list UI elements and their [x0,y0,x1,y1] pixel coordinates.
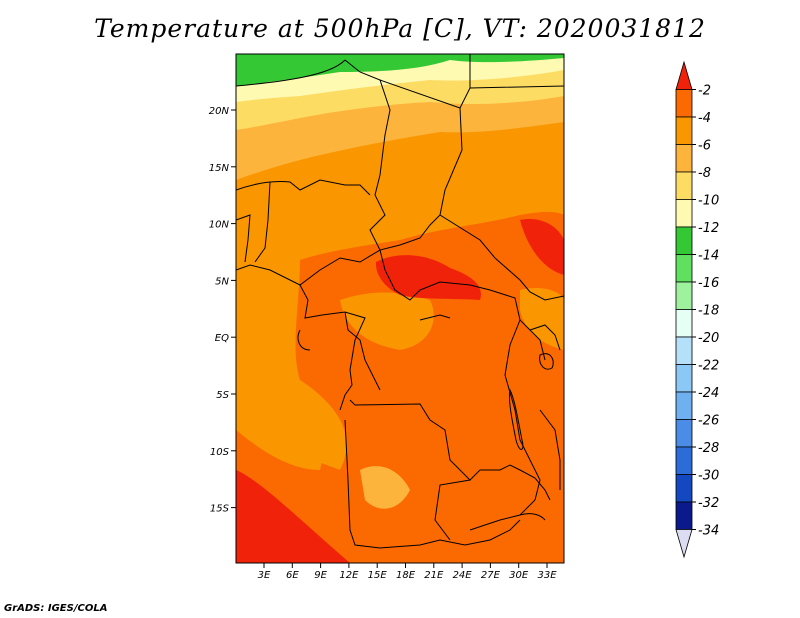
colorbar-label: -22 [698,359,719,374]
lakes [509,353,554,521]
latitude-axis: 20N 15N 10N 5N EQ 5S 10S 15S [209,106,236,515]
lat-label: 5N [215,276,229,287]
colorbar-segment [675,391,693,420]
colorbar-segment [675,446,693,475]
colorbar-segment [675,281,693,310]
map-title: Temperature at 500hPa [C], VT: 202003181… [94,14,706,43]
colorbar-label: -28 [698,441,719,456]
colorbar-label: -30 [698,469,719,484]
colorbar-label: -8 [698,166,711,181]
colorbar-segment [675,419,693,448]
field-6-patch-east [520,288,564,350]
colorbar-segment [675,199,693,228]
colorbar-label: -12 [698,221,719,236]
lon-label: 9E [314,570,327,581]
colorbar-segment [675,309,693,338]
field-6-patch-west [340,292,434,350]
lat-label: 10N [209,220,230,231]
lat-label: 10S [210,447,230,458]
lon-label: 27E [481,570,501,581]
colorbar-label: -26 [698,414,719,429]
lat-label: 5S [216,390,229,401]
colorbar: -2 -4 -6 -8 -10 -12 -14 -16 -18 -20 -22 -24 -26 -28 -3… [675,60,719,559]
colorbar-label: -16 [698,276,719,291]
colorbar-segment [675,336,693,365]
lon-label: 30E [509,570,529,581]
lon-label: 12E [339,570,359,581]
lat-label: 15N [209,163,230,174]
colorbar-label: -2 [698,84,711,99]
field-4-region [236,211,564,563]
colorbar-segment [675,501,693,530]
colorbar-segment [675,144,693,173]
colorbar-segment [675,116,693,145]
colorbar-label: -6 [698,139,711,154]
temperature-field [236,54,564,563]
colorbar-segment [675,529,693,559]
colorbar-label: -18 [698,304,719,319]
colorbar-segment [675,60,693,90]
lon-label: 3E [258,570,271,581]
map-frame [235,53,565,564]
colorbar-segment [675,171,693,200]
colorbar-label: -34 [698,524,719,539]
colorbar-segment [675,254,693,283]
longitude-axis: 3E 6E 9E 12E 15E 18E 21E 24E 27E 30E 33E [258,563,557,581]
lat-label: EQ [215,333,229,344]
field-6-patch-coast [236,300,324,470]
lon-label: 21E [424,570,444,581]
colorbar-label: -20 [698,331,719,346]
lat-label: 15S [210,504,230,515]
lon-label: 15E [368,570,388,581]
lat-label: 20N [209,106,230,117]
lon-label: 24E [453,570,473,581]
field-8-patch-south [360,466,410,509]
lon-label: 33E [537,570,557,581]
colorbar-label: -4 [698,111,711,126]
colorbar-label: -10 [698,194,719,209]
colorbar-label: -32 [698,496,719,511]
colorbar-segment [675,226,693,255]
lon-label: 18E [396,570,416,581]
colorbar-segment [675,364,693,393]
country-borders [236,54,564,549]
colorbar-label: -14 [698,249,719,264]
field-2-patch-east [520,219,564,275]
lon-label: 6E [286,570,299,581]
field-2-patch-central [375,255,481,300]
colorbar-label: -24 [698,386,719,401]
grads-credit: GrADS: IGES/COLA [4,603,108,614]
field-14-band [236,54,564,86]
field-2-patch-southwest [236,470,350,563]
colorbar-segment [675,89,693,118]
colorbar-segment [675,474,693,503]
